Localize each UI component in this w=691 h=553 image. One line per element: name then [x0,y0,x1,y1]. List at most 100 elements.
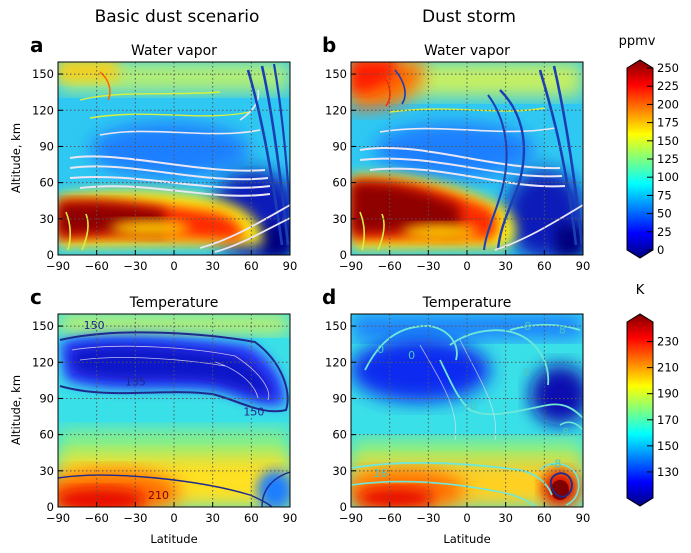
colorbar-tick-label: 0 [657,243,664,257]
axes-b: −90 −60 −30 0 30 60 90 0 30 60 90 120 150 [325,61,591,273]
colorbar-tick-label: 175 [657,116,679,130]
x-tick-label: −30 [123,259,147,273]
contour-label: 8 [524,320,531,333]
colorbar-tick-label: 210 [657,361,679,375]
y-tick-label: 150 [32,319,54,333]
x-tick-label: 30 [498,259,513,273]
colorbar-tick-label: 125 [657,152,679,166]
x-tick-label: 0 [170,511,177,525]
colorbar-tick-label: 190 [657,387,679,401]
colorbar-temperature [626,313,654,507]
x-tick-label: 60 [537,259,552,273]
colorbar-tick-label: 170 [657,413,679,427]
y-tick-label: 30 [332,212,347,226]
y-axis-label-c: Altitude, km [9,375,23,445]
y-tick-label: 30 [332,464,347,478]
column-title-storm: Dust storm [422,7,516,27]
x-tick-label: 90 [283,259,298,273]
y-tick-label: 120 [32,355,54,369]
contour-label: -8 [550,458,561,471]
x-tick-label: 30 [205,259,220,273]
panel-letter-a: a [30,33,44,57]
y-tick-label: 90 [332,391,347,405]
panel-letter-d: d [322,285,336,309]
y-tick-label: 90 [332,139,347,153]
panel-letter-c: c [30,285,42,309]
colorbar-tick-label: 250 [657,61,679,75]
panel-letter-b: b [322,33,336,57]
streamlines-a [65,63,290,253]
x-tick-label: 30 [205,511,220,525]
column-title-basic: Basic dust scenario [95,7,260,27]
y-axis-label-a: Altitude, km [9,123,23,193]
contour-label: 8 [559,324,566,337]
y-tick-label: 0 [340,500,347,514]
x-tick-label: −60 [378,259,402,273]
x-tick-label: −90 [46,259,70,273]
x-tick-label: −30 [416,259,440,273]
x-tick-label: −30 [416,511,440,525]
colorbar-tick-label: 75 [657,188,672,202]
y-tick-label: 60 [39,176,54,190]
contour-label: -8 [558,426,569,439]
colorbar-tick-label: 230 [657,335,679,349]
x-tick-label: −60 [85,259,109,273]
panel-title-b: Water vapor [424,43,510,59]
isotherms-c [58,331,290,507]
x-tick-label: 60 [244,511,259,525]
y-tick-label: 0 [47,500,54,514]
x-axis-label-d: Latitude [443,532,490,546]
contour-label: 0 [377,343,384,356]
colorbar-tick-label: 225 [657,79,679,93]
x-tick-label: 90 [576,259,591,273]
contour-label: 150 [243,406,264,419]
y-tick-label: 120 [325,103,347,117]
contour-labels: 150 135 150 210 8 8 0 0 8 0 -8 16 -8 [84,319,570,502]
y-tick-label: 90 [39,139,54,153]
colorbar-unit-ppmv: ppmv [619,34,656,49]
contour-label: 0 [408,349,415,362]
x-tick-label: −90 [339,511,363,525]
contour-label: 16 [374,467,388,480]
y-tick-label: 30 [39,464,54,478]
contour-label: 150 [84,319,105,332]
axes-c: −90 −60 −30 0 30 60 90 0 30 60 90 120 150 [32,313,297,525]
x-axis-label-c: Latitude [150,532,197,546]
x-tick-label: 90 [576,511,591,525]
y-tick-label: 150 [325,319,347,333]
water-vapor-field-b [351,62,583,255]
colorbar-tick-label: 150 [657,134,679,148]
colorbar-tick-label: 25 [657,225,672,239]
colorbar-tick-label: 130 [657,465,679,479]
x-tick-label: 30 [498,511,513,525]
axes-d: −90 −60 −30 0 30 60 90 0 30 60 90 120 150 [325,313,591,525]
x-tick-label: 0 [170,259,177,273]
contour-label: 210 [148,489,169,502]
y-tick-label: 150 [32,67,54,81]
axes-a: −90 −60 −30 0 30 60 90 0 30 60 90 120 150 [32,61,298,273]
y-tick-label: 60 [39,428,54,442]
x-tick-label: 0 [463,259,470,273]
contour-label: 135 [125,376,146,389]
streamlines-b [359,65,583,251]
x-tick-label: −90 [46,511,70,525]
x-tick-label: 60 [244,259,259,273]
x-tick-label: −60 [378,511,402,525]
y-tick-label: 0 [47,248,54,262]
x-tick-label: 60 [537,511,552,525]
contour-label: 0 [470,400,477,413]
panel-title-a: Water vapor [131,43,217,59]
y-tick-label: 120 [32,103,54,117]
y-tick-label: 30 [39,212,54,226]
colorbar-tick-label: 50 [657,207,672,221]
colorbar-ticks: 0 25 50 75 100 125 150 175 200 225 250 130 150 170 190… [647,61,679,479]
colorbar-tick-label: 150 [657,439,679,453]
x-tick-label: −60 [85,511,109,525]
water-vapor-field-a [58,62,290,255]
panel-title-c: Temperature [129,295,219,311]
contour-label: 8 [523,366,530,379]
x-tick-label: −30 [123,511,147,525]
colorbar-tick-label: 100 [657,170,679,184]
colorbar-unit-k: K [636,283,645,298]
